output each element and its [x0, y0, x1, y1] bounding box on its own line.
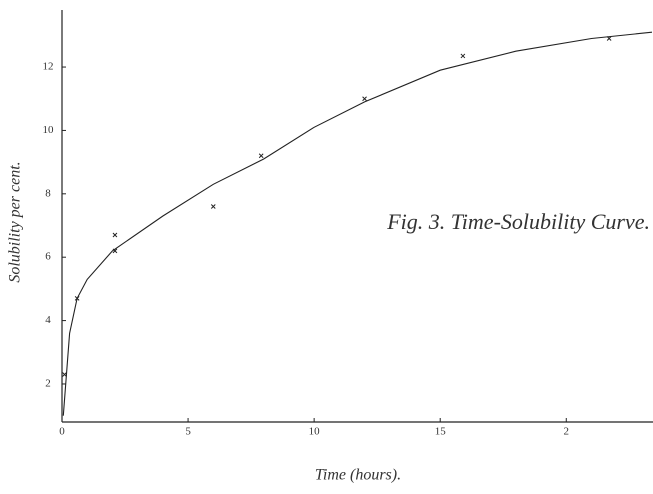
y-tick-label: 10	[43, 124, 55, 136]
y-tick-label: 8	[45, 187, 51, 199]
x-tick-label: 15	[435, 426, 447, 438]
data-point	[258, 153, 264, 159]
y-tick-label: 6	[45, 251, 51, 263]
y-tick-label: 4	[45, 314, 51, 326]
x-tick-label: 2	[564, 426, 570, 438]
data-point	[112, 232, 118, 238]
curve	[62, 31, 653, 416]
y-axis-label: Solubility per cent.	[7, 161, 24, 282]
x-tick-label: 0	[59, 426, 65, 438]
data-point	[606, 36, 612, 41]
data-point	[460, 53, 466, 59]
data-point	[74, 296, 80, 301]
y-tick-label: 12	[43, 61, 54, 73]
data-point	[62, 372, 67, 377]
y-tick-label: 2	[45, 378, 51, 390]
figure-title: Fig. 3. Time-Solubility Curve.	[386, 209, 650, 234]
data-point	[362, 96, 367, 102]
x-tick-label: 10	[309, 426, 321, 438]
x-axis-label: Time (hours).	[315, 467, 401, 484]
x-tick-label: 5	[185, 426, 191, 438]
data-point	[210, 204, 216, 209]
data-point	[112, 248, 118, 254]
